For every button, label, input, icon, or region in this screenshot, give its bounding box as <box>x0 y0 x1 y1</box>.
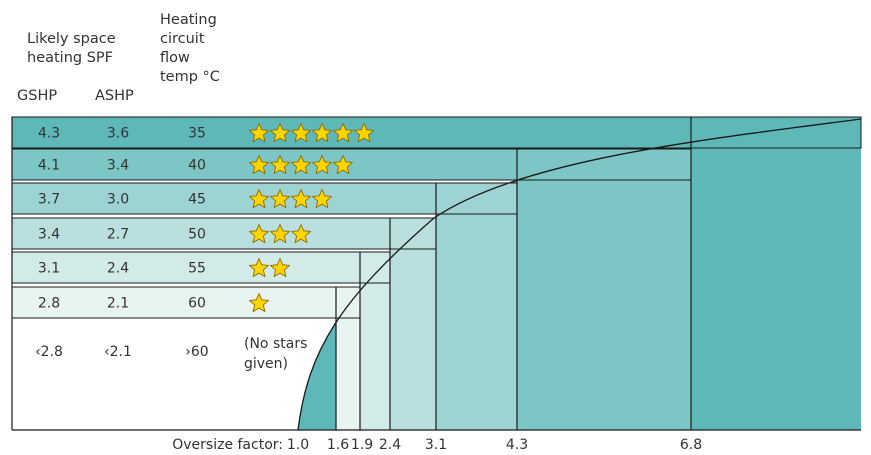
oversize-tick-label: 1.0 <box>287 437 309 453</box>
ashp-value: 3.6 <box>107 126 129 142</box>
oversize-tick-label: 3.1 <box>425 437 447 453</box>
ashp-value: 3.4 <box>107 158 129 174</box>
star-icon <box>249 224 269 244</box>
star-icon <box>291 189 311 209</box>
gshp-value: ‹2.8 <box>35 344 63 360</box>
star-icon <box>333 155 353 175</box>
flow-temp-value: 35 <box>188 126 206 142</box>
flow-temp-value: 45 <box>188 192 206 208</box>
star-icon <box>249 293 269 313</box>
row-bar <box>11 116 862 149</box>
flow-temp-value: ›60 <box>185 344 208 360</box>
star-icon <box>333 123 353 143</box>
oversize-band <box>436 183 517 430</box>
header-gshp: GSHP <box>17 88 58 104</box>
oversize-band <box>691 117 861 430</box>
oversize-label: Oversize factor: <box>172 437 283 453</box>
oversize-tick-label: 2.4 <box>379 437 401 453</box>
ashp-value: 3.0 <box>107 192 129 208</box>
oversize-tick-label: 1.6 <box>327 437 349 453</box>
ashp-value: ‹2.1 <box>104 344 132 360</box>
flow-temp-value: 55 <box>188 261 206 277</box>
header-ashp: ASHP <box>95 88 134 104</box>
gshp-value: 4.1 <box>38 158 60 174</box>
ashp-value: 2.4 <box>107 261 129 277</box>
header-flow-temp: Heating circuit flow temp °C <box>160 12 220 85</box>
star-icon <box>312 155 332 175</box>
star-icon <box>312 123 332 143</box>
header-spf: Likely space heating SPF <box>27 31 116 66</box>
oversize-band <box>517 149 691 430</box>
star-icon <box>249 189 269 209</box>
flow-temp-value: 40 <box>188 158 206 174</box>
star-icon <box>249 155 269 175</box>
gshp-value: 4.3 <box>38 126 60 142</box>
star-icon <box>291 155 311 175</box>
oversize-band <box>390 218 436 430</box>
star-icon <box>354 123 374 143</box>
star-icon <box>249 258 269 278</box>
gshp-value: 3.1 <box>38 261 60 277</box>
ashp-value: 2.7 <box>107 227 129 243</box>
performance-curve <box>297 118 862 431</box>
oversize-tick-label: 1.9 <box>351 437 373 453</box>
star-icon <box>291 224 311 244</box>
row-bar <box>11 217 437 250</box>
ashp-value: 2.1 <box>107 296 129 312</box>
star-icon <box>270 258 290 278</box>
star-icon <box>270 224 290 244</box>
star-icon <box>249 123 269 143</box>
oversize-tick-label: 6.8 <box>680 437 702 453</box>
row-bar <box>11 286 361 319</box>
no-stars-note: given) <box>244 356 288 372</box>
gshp-value: 3.7 <box>38 192 60 208</box>
star-icon <box>270 123 290 143</box>
star-icon <box>270 155 290 175</box>
star-icon <box>270 189 290 209</box>
oversize-tick-label: 4.3 <box>506 437 528 453</box>
gshp-value: 2.8 <box>38 296 60 312</box>
gshp-value: 3.4 <box>38 227 60 243</box>
star-icon <box>291 123 311 143</box>
star-icon <box>312 189 332 209</box>
flow-temp-value: 60 <box>188 296 206 312</box>
flow-temp-value: 50 <box>188 227 206 243</box>
no-stars-note: (No stars <box>244 336 307 352</box>
